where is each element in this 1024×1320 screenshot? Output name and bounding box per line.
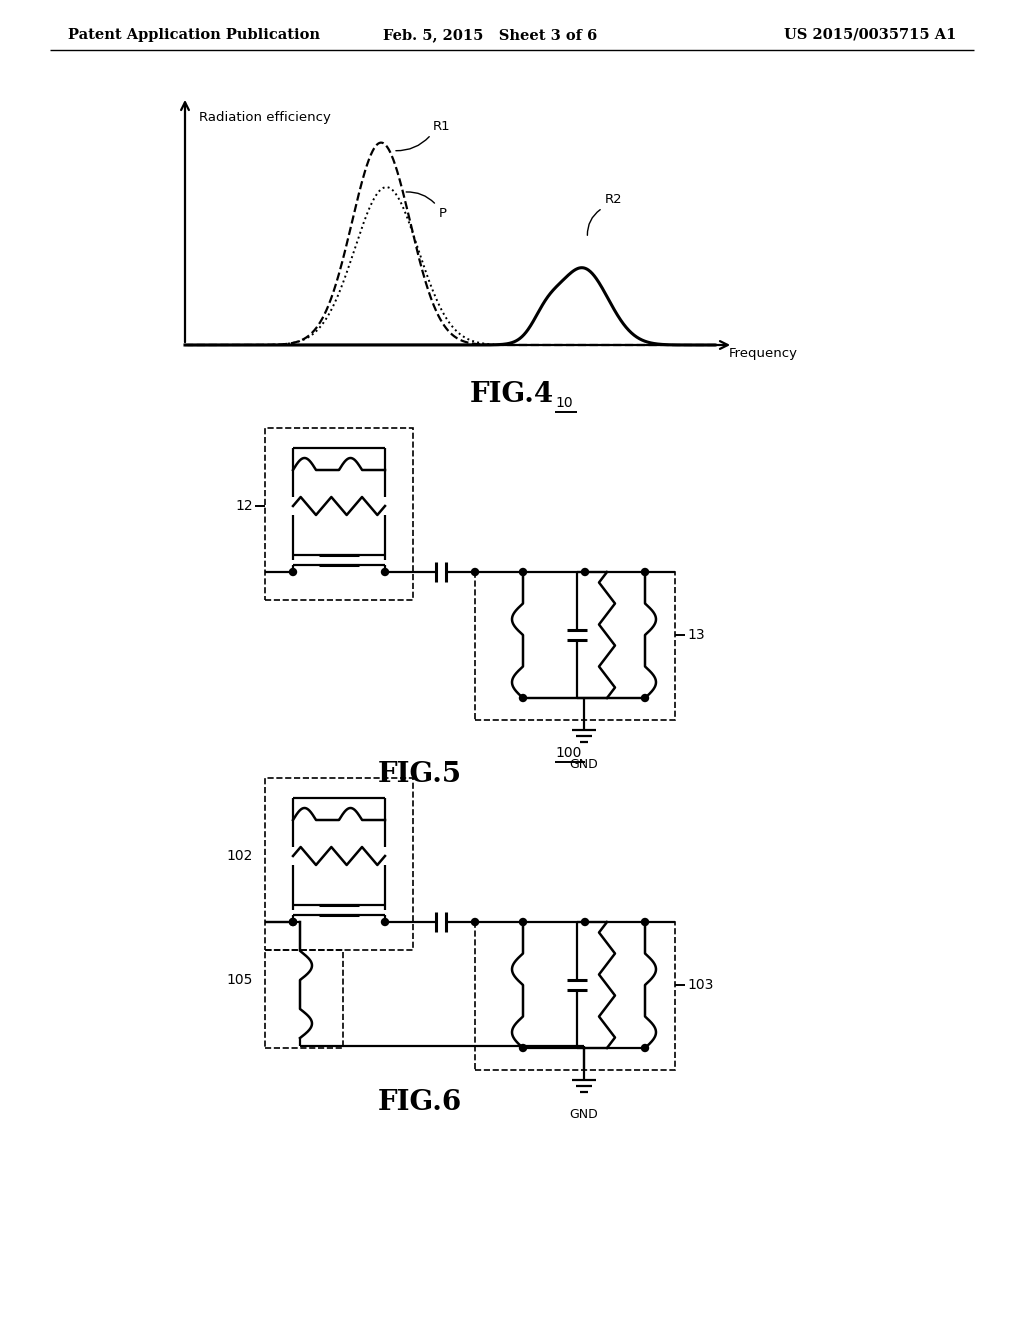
Text: 13: 13 — [687, 628, 705, 642]
Bar — [265, 950, 343, 1048]
Circle shape — [582, 569, 589, 576]
Text: 102: 102 — [226, 849, 253, 863]
Text: R1: R1 — [433, 120, 451, 132]
Text: 100: 100 — [555, 746, 582, 760]
Bar — [475, 921, 675, 1071]
Circle shape — [290, 569, 297, 576]
Text: FIG.5: FIG.5 — [378, 762, 462, 788]
Bar — [265, 777, 413, 950]
Text: GND: GND — [569, 758, 598, 771]
Circle shape — [519, 694, 526, 701]
Circle shape — [519, 919, 526, 925]
Text: R2: R2 — [604, 193, 623, 206]
Text: Patent Application Publication: Patent Application Publication — [68, 28, 319, 42]
Text: FIG.4: FIG.4 — [470, 381, 554, 408]
Circle shape — [382, 569, 388, 576]
Text: P: P — [438, 207, 446, 220]
Circle shape — [582, 919, 589, 925]
Circle shape — [641, 694, 648, 701]
Circle shape — [641, 569, 648, 576]
Circle shape — [519, 1044, 526, 1052]
Circle shape — [641, 919, 648, 925]
Text: GND: GND — [569, 1107, 598, 1121]
Circle shape — [519, 569, 526, 576]
Circle shape — [382, 919, 388, 925]
Text: 12: 12 — [236, 499, 253, 513]
Text: Radiation efficiency: Radiation efficiency — [199, 111, 331, 124]
Text: 105: 105 — [226, 973, 253, 987]
Text: 10: 10 — [555, 396, 572, 411]
Circle shape — [471, 919, 478, 925]
Text: 103: 103 — [687, 978, 714, 993]
Text: Frequency: Frequency — [729, 347, 798, 360]
Text: FIG.6: FIG.6 — [378, 1089, 462, 1117]
Text: Feb. 5, 2015   Sheet 3 of 6: Feb. 5, 2015 Sheet 3 of 6 — [383, 28, 597, 42]
Text: US 2015/0035715 A1: US 2015/0035715 A1 — [783, 28, 956, 42]
Circle shape — [290, 919, 297, 925]
Circle shape — [290, 919, 297, 925]
Bar — [265, 428, 413, 601]
Circle shape — [471, 569, 478, 576]
Bar — [475, 572, 675, 719]
Circle shape — [641, 1044, 648, 1052]
